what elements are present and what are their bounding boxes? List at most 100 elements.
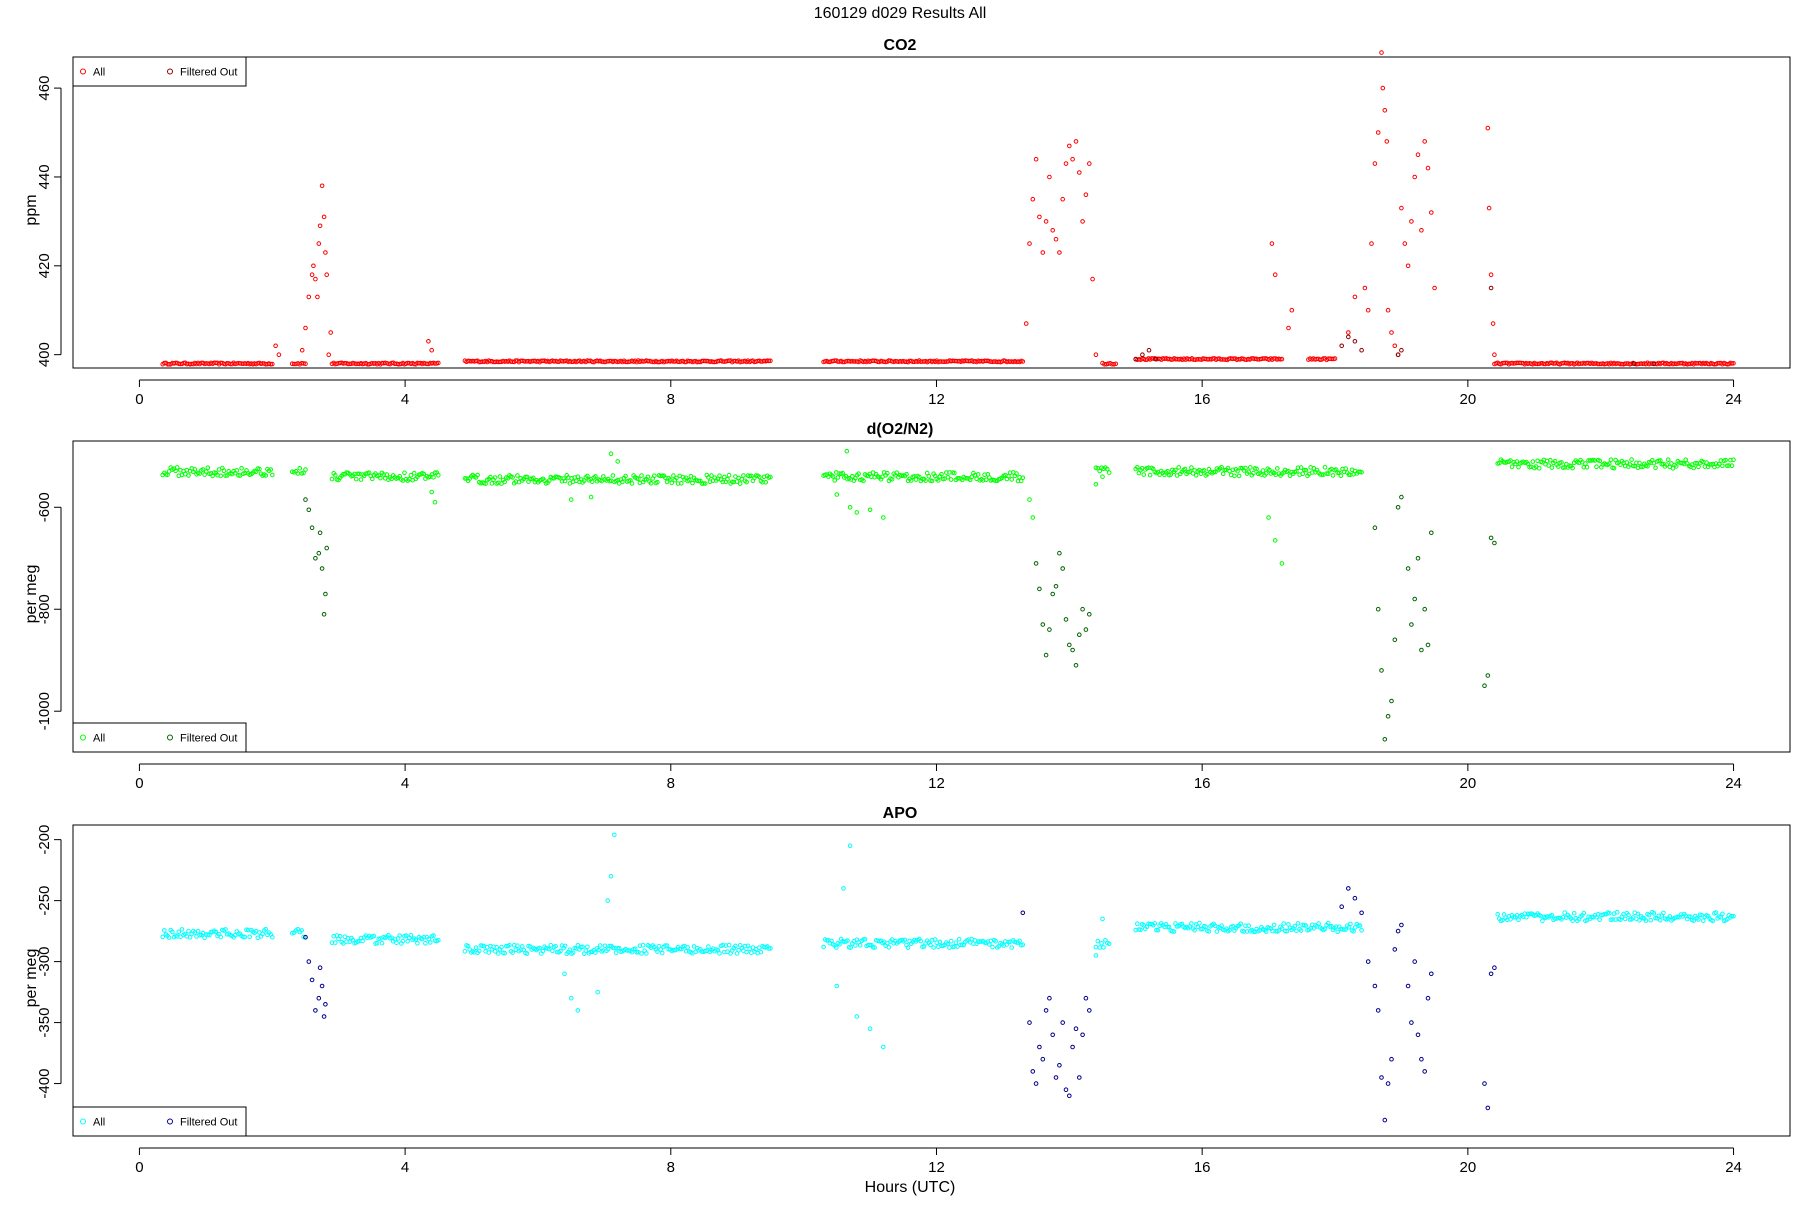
apo-point-filtered (1060, 1020, 1065, 1025)
o2n2-point-all (429, 489, 435, 495)
apo-point-filtered (1083, 995, 1089, 1001)
co2-plot-frame (72, 56, 1791, 369)
o2n2-point-all (257, 466, 262, 472)
o2n2-point-all (856, 471, 861, 477)
apo-point-all (1171, 929, 1177, 934)
apo-point-all (1646, 912, 1652, 918)
o2n2-point-all (652, 473, 657, 479)
apo-point-all (1099, 941, 1104, 946)
co2-point-all (1488, 272, 1494, 278)
apo-point-all (1238, 921, 1243, 927)
apo-point-filtered (317, 965, 323, 971)
co2-point-all (1027, 241, 1032, 246)
o2n2-point-filtered (1077, 632, 1082, 638)
o2n2-point-all (1630, 463, 1636, 469)
o2n2-point-all (664, 479, 670, 485)
apo-point-all (558, 948, 563, 954)
o2n2-point-all (687, 477, 692, 483)
apo-point-filtered (1482, 1081, 1487, 1086)
apo-point-filtered (1422, 1069, 1427, 1074)
apo-legend-box (72, 1106, 247, 1137)
o2n2-point-all (1173, 467, 1178, 473)
apo-point-all (905, 945, 911, 950)
co2-point-all (1485, 125, 1491, 131)
o2n2-point-all (353, 476, 359, 482)
o2n2-point-filtered (1412, 596, 1417, 602)
apo-point-filtered (1070, 1044, 1075, 1050)
co2-point-all (270, 361, 275, 367)
apo-point-all (1195, 924, 1201, 930)
apo-point-all (371, 933, 377, 939)
o2n2-point-filtered (1060, 566, 1065, 571)
o2n2-point-all (502, 479, 508, 485)
o2n2-point-filtered (1379, 668, 1384, 673)
o2n2-point-all (299, 471, 305, 476)
o2n2-point-all (531, 475, 536, 481)
co2-point-all (1286, 325, 1291, 331)
co2-point-all (1486, 205, 1492, 211)
o2n2-point-all (489, 481, 495, 486)
co2-point-all (319, 183, 325, 189)
apo-point-all (659, 950, 665, 956)
o2n2-point-filtered (303, 497, 308, 502)
apo-point-all (862, 937, 868, 942)
o2n2-point-all (768, 474, 773, 480)
o2n2-point-filtered (1375, 606, 1381, 612)
apo-point-filtered (1382, 1117, 1388, 1123)
o2n2-y-tick-label: -1000 (36, 692, 53, 730)
apo-point-all (1152, 921, 1158, 926)
apo-point-all (821, 944, 826, 950)
co2-point-all (1375, 130, 1381, 135)
apo-point-all (218, 934, 223, 940)
apo-point-all (841, 886, 846, 891)
apo-point-all (1718, 915, 1724, 920)
co2-point-all (1429, 210, 1434, 215)
o2n2-point-all (830, 474, 836, 479)
apo-legend-marker (80, 1118, 86, 1125)
o2n2-point-all (709, 473, 714, 478)
apo-point-filtered (1415, 1032, 1421, 1038)
apo-point-all (655, 949, 660, 954)
co2-point-all (1080, 219, 1085, 224)
apo-point-all (1284, 928, 1290, 934)
o2n2-x-tick-label: 8 (667, 775, 675, 792)
o2n2-point-all (1243, 465, 1248, 471)
co2-point-all (1037, 214, 1042, 220)
apo-point-all (515, 943, 520, 949)
apo-point-all (1295, 921, 1301, 926)
apo-point-filtered (1346, 886, 1351, 891)
o2n2-point-filtered (319, 566, 325, 571)
apo-point-all (640, 942, 646, 948)
o2n2-point-all (1193, 473, 1199, 478)
o2n2-point-all (174, 465, 180, 470)
apo-point-all (1643, 918, 1649, 923)
apo-point-filtered (1020, 910, 1026, 916)
o2n2-plot-frame (72, 440, 1791, 753)
o2n2-point-filtered (1425, 642, 1431, 648)
co2-point-all (1023, 321, 1029, 326)
apo-point-all (885, 941, 890, 946)
o2n2-point-all (1235, 468, 1240, 474)
co2-point-all (1067, 143, 1072, 149)
apo-point-all (928, 942, 933, 948)
apo-point-all (1686, 914, 1692, 919)
o2n2-point-all (757, 474, 762, 480)
apo-point-all (1279, 926, 1285, 931)
apo-point-all (580, 944, 585, 950)
o2n2-point-all (239, 466, 244, 471)
apo-point-filtered (309, 977, 315, 983)
o2n2-point-filtered (1047, 627, 1052, 632)
apo-point-filtered (1395, 928, 1401, 934)
o2n2-point-all (861, 478, 866, 484)
apo-point-all (953, 940, 959, 946)
co2-point-filtered (1488, 285, 1494, 291)
apo-point-filtered (1359, 910, 1364, 916)
apo-point-filtered (1365, 959, 1371, 964)
o2n2-point-all (916, 474, 922, 480)
o2n2-point-all (223, 473, 228, 478)
co2-legend-box (72, 56, 247, 87)
apo-point-filtered (1067, 1093, 1072, 1099)
o2n2-x-tick-label: 4 (401, 775, 409, 792)
o2n2-point-filtered (1040, 622, 1046, 627)
apo-point-all (1214, 929, 1220, 934)
